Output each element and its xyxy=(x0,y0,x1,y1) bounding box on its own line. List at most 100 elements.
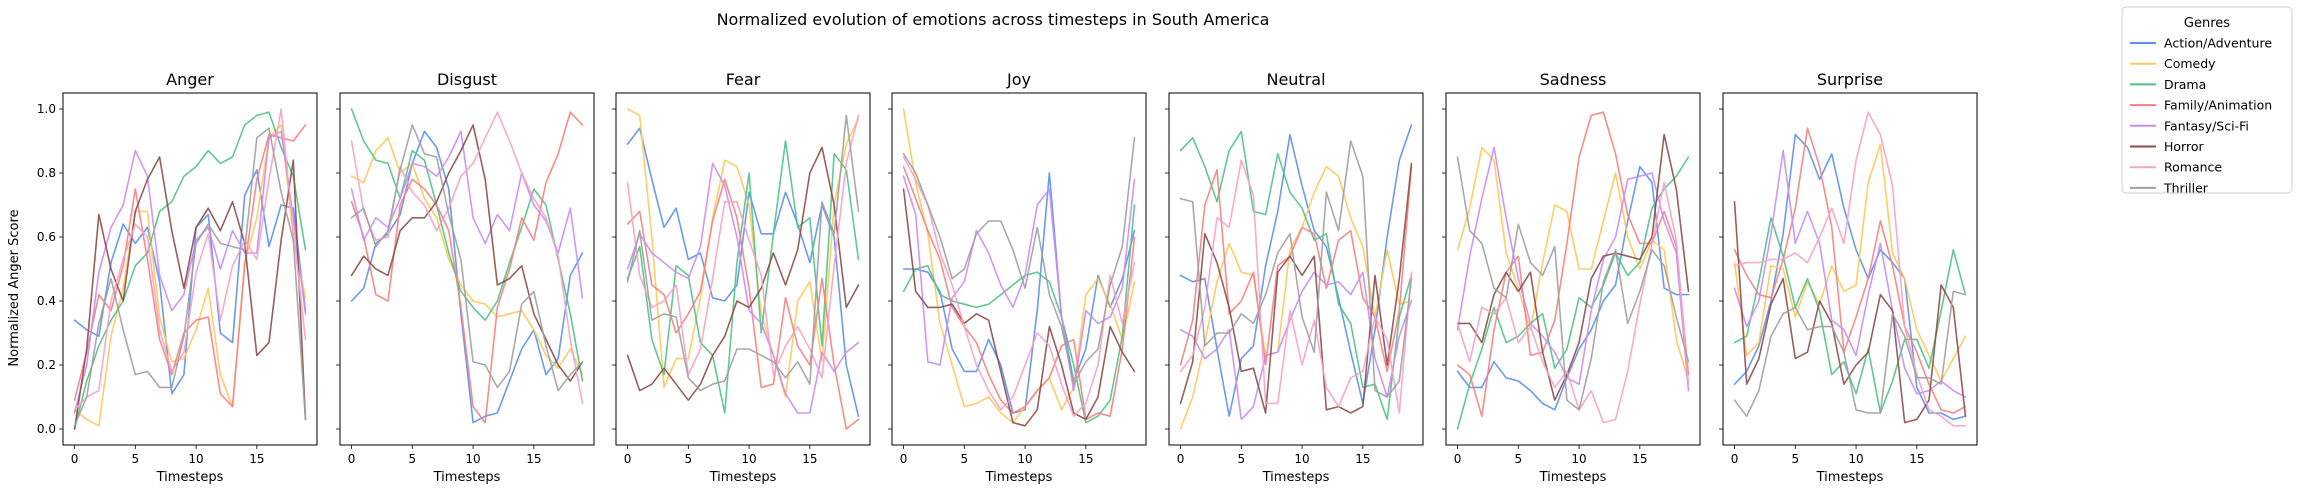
series-line-romance xyxy=(350,111,584,405)
x-tick-label: 15 xyxy=(1632,452,1647,466)
series-line-family-animation xyxy=(73,124,307,408)
subplot-title: Anger xyxy=(166,70,214,89)
series-line-thriller xyxy=(1456,156,1690,411)
y-axis-label: Normalized Anger Score xyxy=(7,209,22,366)
x-tick-label: 5 xyxy=(408,452,416,466)
legend-label: Horror xyxy=(2164,139,2204,154)
y-tick-label: 0.2 xyxy=(37,358,56,372)
x-tick-label: 0 xyxy=(1731,452,1739,466)
legend-label: Family/Animation xyxy=(2164,98,2272,113)
series-line-thriller xyxy=(626,114,860,392)
legend-label: Drama xyxy=(2164,77,2206,92)
series-line-family-animation xyxy=(350,111,584,424)
series-line-thriller xyxy=(1179,140,1413,398)
x-tick-label: 0 xyxy=(624,452,632,466)
subplot-sadness: Sadness 0 5 10 15 Timesteps xyxy=(1442,70,1701,485)
series-line-romance xyxy=(73,108,307,411)
subplot-fear: Fear 0 5 10 15 Timesteps xyxy=(612,70,871,485)
x-axis-label: Timesteps xyxy=(1262,470,1330,485)
plot-frame xyxy=(1168,92,1424,446)
legend-frame xyxy=(2121,6,2293,194)
series-line-horror xyxy=(1179,162,1413,414)
x-axis-label: Timesteps xyxy=(985,470,1053,485)
series-line-family-animation xyxy=(1179,165,1413,373)
series-line-romance xyxy=(1456,181,1690,424)
subplot-anger: Anger 0 5 10 15 0.0 0.2 0.4 0.6 0.8 1.0 Timesteps xyxy=(37,70,318,485)
legend: Genres Action/Adventure Comedy Drama Family… xyxy=(2121,6,2293,195)
x-axis-label: Timesteps xyxy=(156,470,224,485)
x-tick-label: 10 xyxy=(741,452,756,466)
subplot-disgust: Disgust 0 5 10 15 Timesteps xyxy=(336,70,595,485)
legend-label: Thriller xyxy=(2163,180,2209,195)
series-line-action-adventure xyxy=(902,172,1136,414)
series-line-comedy xyxy=(350,137,584,376)
x-tick-label: 15 xyxy=(1355,452,1370,466)
subplot-title: Surprise xyxy=(1817,70,1883,89)
x-axis-label: Timesteps xyxy=(709,470,777,485)
subplot-title: Fear xyxy=(726,70,761,89)
x-tick-label: 5 xyxy=(960,452,968,466)
x-tick-label: 10 xyxy=(1294,452,1309,466)
plot-frame xyxy=(62,92,318,446)
series-line-drama xyxy=(902,204,1136,424)
subplot-joy: Joy 0 5 10 15 Timesteps xyxy=(888,70,1147,485)
legend-label: Action/Adventure xyxy=(2164,36,2272,51)
series-line-family-animation xyxy=(1733,127,1967,414)
series-line-family-animation xyxy=(626,178,860,430)
x-tick-label: 10 xyxy=(465,452,480,466)
series-line-comedy xyxy=(1456,146,1690,382)
y-tick-label: 0.4 xyxy=(37,294,56,308)
series-line-drama xyxy=(1456,156,1690,430)
series-line-comedy xyxy=(626,108,860,398)
subplot-surprise: Surprise 0 5 10 15 Timesteps xyxy=(1719,70,1978,485)
series-line-drama xyxy=(73,111,307,430)
x-axis-label: Timesteps xyxy=(1539,470,1607,485)
x-tick-label: 15 xyxy=(1078,452,1093,466)
series-line-drama xyxy=(350,108,584,382)
legend-label: Fantasy/Sci-Fi xyxy=(2164,118,2249,133)
x-tick-label: 5 xyxy=(1237,452,1245,466)
legend-title: Genres xyxy=(2184,16,2230,31)
series-line-action-adventure xyxy=(1456,165,1690,411)
series-line-family-animation xyxy=(902,165,1136,421)
x-tick-label: 5 xyxy=(1791,452,1799,466)
series-line-romance xyxy=(1733,111,1967,427)
y-tick-label: 1.0 xyxy=(37,102,56,116)
series-line-romance xyxy=(626,114,860,379)
plot-frame xyxy=(615,92,871,446)
x-tick-label: 0 xyxy=(900,452,908,466)
x-tick-label: 10 xyxy=(188,452,203,466)
figure-title: Normalized evolution of emotions across … xyxy=(717,10,1270,29)
plot-frame xyxy=(1445,92,1701,446)
series-line-drama xyxy=(626,140,860,414)
plot-frame xyxy=(339,92,595,446)
series-line-thriller xyxy=(1733,290,1967,418)
legend-label: Romance xyxy=(2164,160,2222,175)
series-line-fantasy-sci-fi xyxy=(902,175,1136,392)
series-line-action-adventure xyxy=(626,127,860,418)
subplot-title: Sadness xyxy=(1540,70,1607,89)
x-tick-label: 15 xyxy=(249,452,264,466)
y-tick-label: 0.8 xyxy=(37,166,56,180)
y-tick-label: 0.6 xyxy=(37,230,56,244)
subplot-neutral: Neutral 0 5 10 15 Timesteps xyxy=(1165,70,1424,485)
legend-entries: Action/Adventure Comedy Drama Family/Animat… xyxy=(2130,36,2272,195)
plot-frame xyxy=(1722,92,1978,446)
subplot-title: Neutral xyxy=(1266,70,1325,89)
series-line-horror xyxy=(1456,133,1690,402)
series-line-action-adventure xyxy=(73,169,307,395)
series-line-romance xyxy=(902,156,1136,418)
x-tick-label: 15 xyxy=(802,452,817,466)
x-tick-label: 0 xyxy=(1454,452,1462,466)
x-tick-label: 5 xyxy=(131,452,139,466)
series-line-fantasy-sci-fi xyxy=(1456,146,1690,392)
series-line-fantasy-sci-fi xyxy=(1733,149,1967,398)
plot-frame xyxy=(891,92,1147,446)
series-line-horror xyxy=(73,156,307,430)
series-line-family-animation xyxy=(1456,111,1690,418)
x-tick-label: 0 xyxy=(71,452,79,466)
x-tick-label: 0 xyxy=(1177,452,1185,466)
subplot-title: Disgust xyxy=(437,70,497,89)
